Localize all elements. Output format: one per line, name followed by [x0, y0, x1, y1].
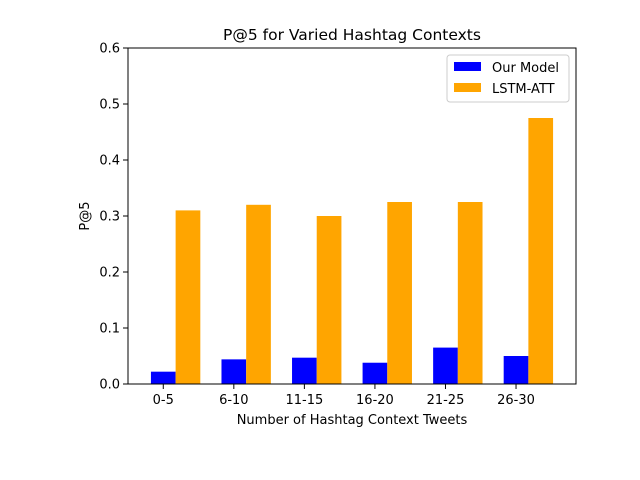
bar-our-model	[362, 362, 388, 384]
bar-lstm-att	[457, 202, 483, 384]
y-tick-label: 0.5	[99, 98, 120, 113]
legend-swatch-lstm-att	[454, 83, 481, 92]
bar-our-model	[150, 371, 176, 384]
legend-swatch-our-model	[454, 62, 481, 71]
chart-title: P@5 for Varied Hashtag Contexts	[223, 26, 481, 44]
y-tick-label: 0.1	[99, 322, 120, 337]
bar-lstm-att	[175, 210, 201, 384]
y-tick-label: 0.3	[99, 210, 120, 225]
bar-lstm-att	[246, 204, 271, 384]
x-tick-label: 26-30	[497, 393, 535, 408]
x-tick-label: 21-25	[427, 393, 465, 408]
y-axis-title: P@5	[78, 201, 93, 230]
y-tick-label: 0.0	[99, 378, 120, 393]
x-tick-label: 6-10	[219, 393, 249, 408]
x-tick-label: 11-15	[285, 393, 323, 408]
bar-our-model	[503, 356, 529, 384]
legend-label-our-model: Our Model	[492, 61, 559, 76]
y-tick-label: 0.6	[99, 42, 120, 57]
bar-our-model	[221, 359, 247, 384]
legend-label-lstm-att: LSTM-ATT	[492, 82, 555, 97]
x-tick-label: 0-5	[153, 393, 174, 408]
bar-lstm-att	[528, 118, 554, 384]
x-axis-title: Number of Hashtag Context Tweets	[237, 413, 468, 428]
bar-our-model	[292, 357, 317, 384]
bar-lstm-att	[316, 216, 342, 384]
y-tick-label: 0.4	[99, 154, 120, 169]
y-tick-label: 0.2	[99, 266, 120, 281]
legend: Our Model LSTM-ATT	[446, 54, 570, 103]
plot-frame	[127, 47, 577, 385]
x-tick-label: 16-20	[356, 393, 394, 408]
bar-lstm-att	[387, 202, 412, 384]
bar-our-model	[433, 347, 458, 384]
